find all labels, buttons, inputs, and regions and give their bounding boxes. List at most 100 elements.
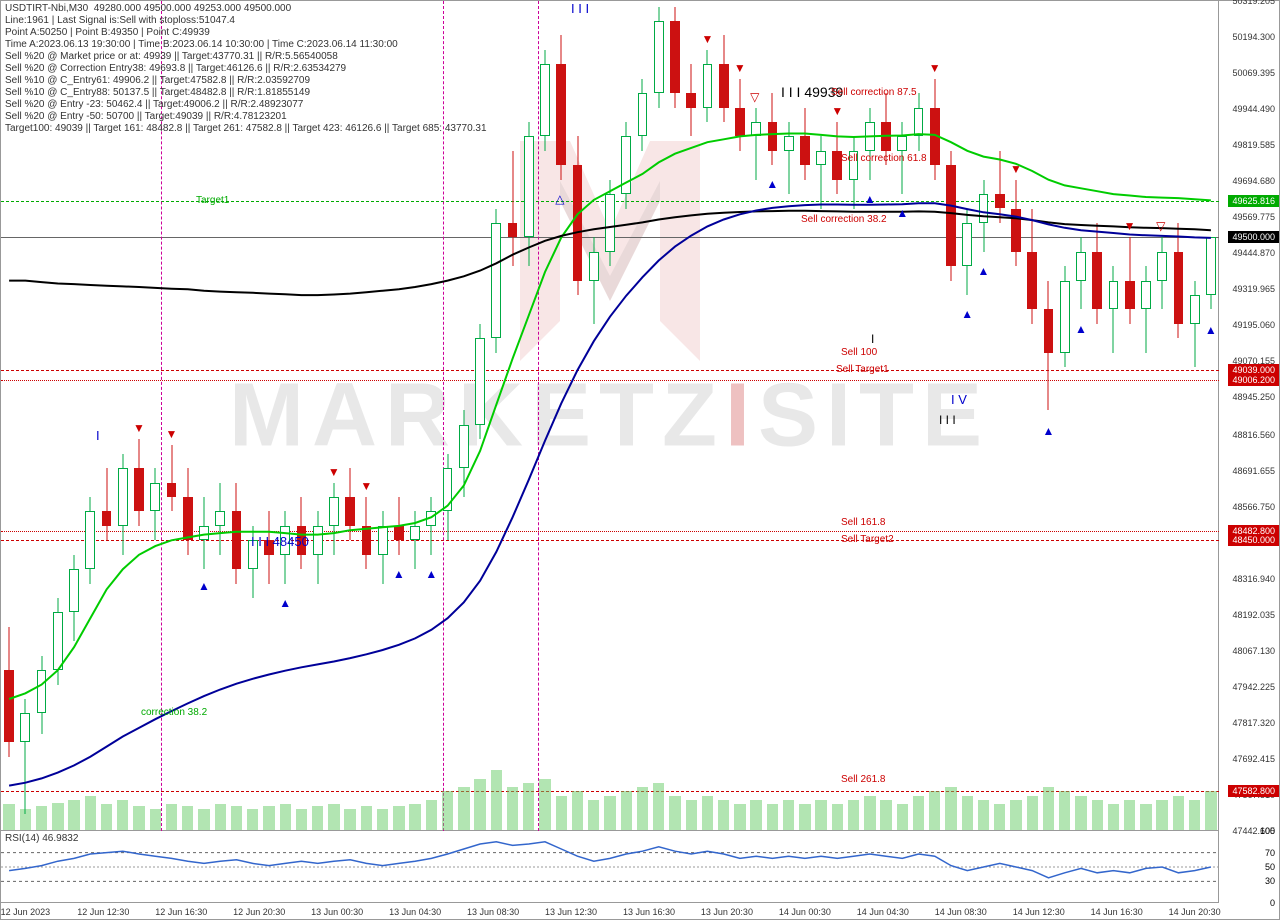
candle: [540, 50, 550, 151]
candle: [53, 598, 63, 685]
candle: [20, 699, 30, 814]
chart-container: MARKETZISITE Target1correction 38.2I I I…: [0, 0, 1280, 920]
volume-bar: [361, 806, 372, 830]
horizontal-line: [1, 370, 1219, 371]
volume-bar: [409, 804, 420, 830]
horizontal-line: [1, 380, 1219, 381]
info-line: Sell %10 @ C_Entry61: 49906.2 || Target:…: [5, 75, 487, 87]
volume-bar: [280, 804, 291, 830]
volume-bar: [150, 809, 161, 830]
candle: [784, 122, 794, 194]
x-axis: 12 Jun 202312 Jun 12:3012 Jun 16:3012 Ju…: [1, 901, 1219, 919]
volume-bar: [247, 809, 258, 830]
chart-annotation: I: [96, 428, 100, 443]
volume-bar: [85, 796, 96, 830]
signal-arrow-icon: ▲: [864, 192, 876, 206]
candle: [102, 468, 112, 540]
candle: [768, 93, 778, 165]
volume-bar: [913, 796, 924, 830]
candle: [946, 151, 956, 281]
volume-bar: [767, 804, 778, 830]
signal-arrow-icon: ▲: [393, 567, 405, 581]
signal-arrow-icon: ▼: [734, 61, 746, 75]
volume-bar: [978, 800, 989, 830]
candle: [1157, 237, 1167, 309]
candle: [914, 93, 924, 151]
candle: [573, 136, 583, 295]
candle: [183, 468, 193, 555]
rsi-panel[interactable]: [1, 831, 1219, 903]
price-tag: 49500.000: [1228, 231, 1279, 243]
candle: [313, 511, 323, 583]
signal-arrow-icon: ▲: [766, 177, 778, 191]
candle: [849, 136, 859, 208]
candle: [426, 497, 436, 555]
info-panel: USDTIRT-Nbi,M30 49280.000 49500.000 4925…: [5, 3, 487, 135]
volume-bar: [182, 806, 193, 830]
price-tag: 47582.800: [1228, 785, 1279, 797]
candle: [167, 445, 177, 511]
chart-annotation: I I I: [939, 413, 956, 427]
chart-annotation: Sell 100: [841, 347, 877, 358]
volume-bar: [215, 804, 226, 830]
info-line: Time A:2023.06.13 19:30:00 | Time B:2023…: [5, 39, 487, 51]
signal-arrow-icon: ▲: [279, 596, 291, 610]
candle: [930, 79, 940, 180]
candle: [800, 108, 810, 180]
signal-arrow-icon: ▲: [896, 206, 908, 220]
chart-annotation: correction 38.2: [141, 707, 207, 718]
candle: [605, 180, 615, 267]
horizontal-line: [1, 791, 1219, 792]
volume-bar: [198, 809, 209, 830]
info-line: Target100: 49039 || Target 161: 48482.8 …: [5, 123, 487, 135]
candle: [670, 7, 680, 108]
chart-annotation: I: [871, 332, 874, 346]
volume-bar: [539, 779, 550, 830]
volume-bar: [458, 787, 469, 830]
info-line: Sell %20 @ Entry -23: 50462.4 || Target:…: [5, 99, 487, 111]
info-line: Line:1961 | Last Signal is:Sell with sto…: [5, 15, 487, 27]
volume-bar: [637, 787, 648, 830]
volume-bar: [344, 809, 355, 830]
signal-arrow-icon: ▼: [831, 104, 843, 118]
candle: [345, 468, 355, 540]
volume-bar: [897, 804, 908, 830]
volume-bar: [994, 804, 1005, 830]
volume-bar: [328, 804, 339, 830]
volume-bar: [702, 796, 713, 830]
candle: [459, 410, 469, 497]
signal-arrow-icon: ▲: [1205, 323, 1217, 337]
y-axis: 50319.20550194.30050069.39549944.4904981…: [1217, 1, 1279, 831]
candle: [232, 483, 242, 584]
volume-bar: [166, 804, 177, 830]
volume-bar: [962, 796, 973, 830]
candle: [751, 108, 761, 180]
volume-bar: [312, 806, 323, 830]
candle: [589, 237, 599, 324]
vertical-line: [538, 1, 539, 831]
candle: [1125, 237, 1135, 324]
volume-bar: [1173, 796, 1184, 830]
volume-bar: [783, 800, 794, 830]
candle: [37, 656, 47, 734]
candle: [621, 122, 631, 209]
volume-bar: [133, 806, 144, 830]
volume-bar: [750, 800, 761, 830]
volume-bar: [523, 783, 534, 830]
chart-annotation: Sell 261.8: [841, 774, 885, 785]
volume-bar: [263, 806, 274, 830]
volume-bar: [669, 796, 680, 830]
volume-bar: [604, 796, 615, 830]
symbol-label: USDTIRT-Nbi,M30: [5, 3, 88, 14]
signal-arrow-icon: ▲: [978, 264, 990, 278]
volume-bar: [815, 800, 826, 830]
signal-arrow-icon: ▲: [961, 307, 973, 321]
info-line: Sell %20 @ Market price or at: 49939 || …: [5, 51, 487, 63]
candle: [654, 7, 664, 108]
volume-bar: [1059, 791, 1070, 830]
candle: [1060, 266, 1070, 367]
candle: [1174, 223, 1184, 338]
candle: [1206, 237, 1216, 308]
chart-annotation: Sell correction 87.5: [831, 87, 917, 98]
candle: [410, 511, 420, 569]
